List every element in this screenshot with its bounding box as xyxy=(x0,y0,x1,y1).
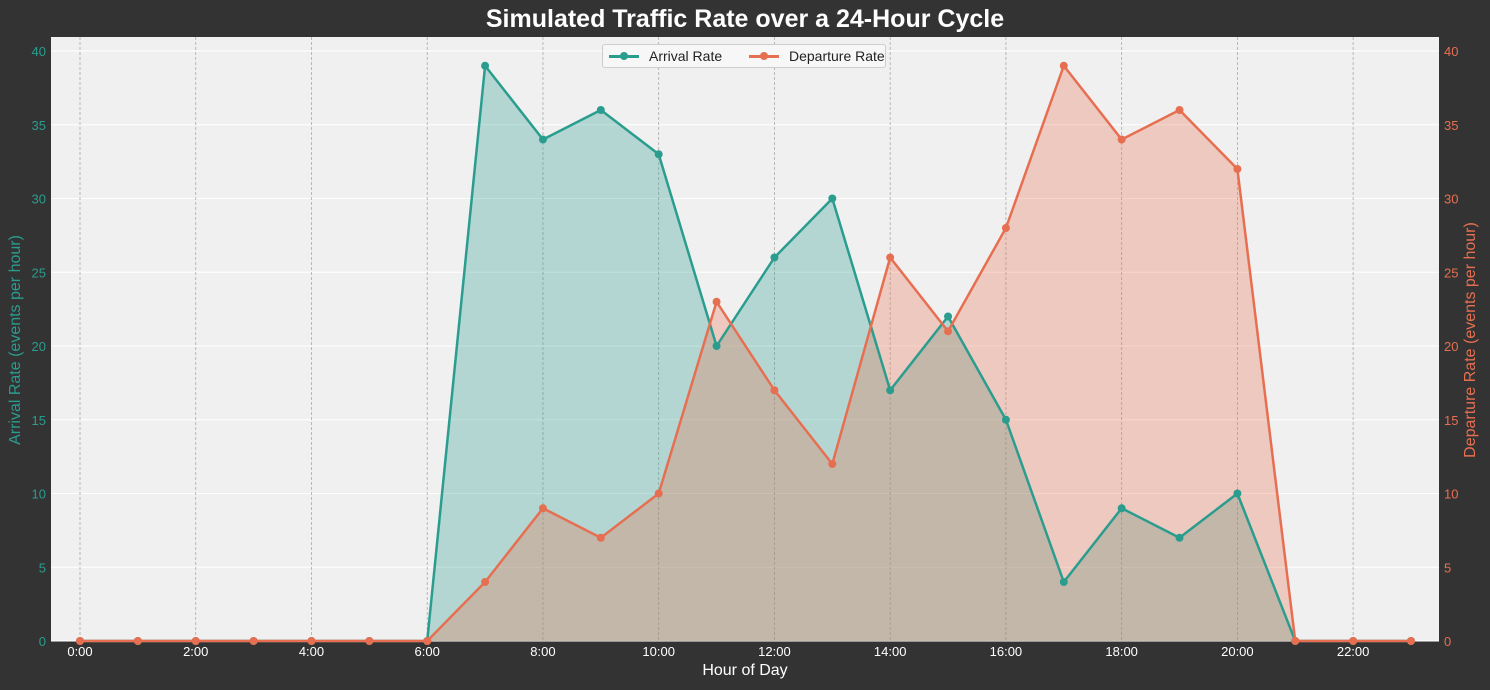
svg-text:35: 35 xyxy=(1444,118,1458,133)
svg-text:25: 25 xyxy=(32,265,46,280)
svg-text:25: 25 xyxy=(1444,265,1458,280)
x-axis-label: Hour of Day xyxy=(702,662,788,679)
svg-text:5: 5 xyxy=(39,560,46,575)
departure-line-marker-icon xyxy=(749,50,779,62)
svg-text:30: 30 xyxy=(32,192,46,207)
svg-text:0: 0 xyxy=(1444,634,1451,649)
legend-label-departure: Departure Rate xyxy=(789,48,885,64)
svg-text:8:00: 8:00 xyxy=(530,644,555,659)
legend-item-departure: Departure Rate xyxy=(749,48,885,64)
chart-title: Simulated Traffic Rate over a 24-Hour Cy… xyxy=(485,5,1005,33)
svg-text:15: 15 xyxy=(1444,413,1458,428)
x-axis-ticks: 0:00 2:00 4:00 6:00 8:00 10:00 12:00 14:00 16:00… xyxy=(67,644,1369,659)
svg-text:10: 10 xyxy=(32,487,46,502)
grid-lines xyxy=(51,37,1439,642)
legend: Arrival Rate Departure Rate xyxy=(602,44,886,68)
area-fills xyxy=(80,65,1411,641)
svg-text:10: 10 xyxy=(1444,487,1458,502)
svg-text:35: 35 xyxy=(32,118,46,133)
svg-text:40: 40 xyxy=(32,44,46,59)
svg-text:20: 20 xyxy=(1444,339,1458,354)
svg-text:20: 20 xyxy=(32,339,46,354)
y-axis-left-label: Arrival Rate (events per hour) xyxy=(7,235,24,445)
svg-text:6:00: 6:00 xyxy=(415,644,440,659)
svg-text:4:00: 4:00 xyxy=(299,644,324,659)
svg-text:15: 15 xyxy=(32,413,46,428)
svg-text:20:00: 20:00 xyxy=(1221,644,1254,659)
svg-text:12:00: 12:00 xyxy=(758,644,791,659)
y-axis-right-ticks: 0 5 10 15 20 25 30 35 40 xyxy=(1444,44,1458,649)
svg-text:14:00: 14:00 xyxy=(874,644,907,659)
series-lines xyxy=(76,61,1415,645)
svg-text:22:00: 22:00 xyxy=(1337,644,1370,659)
svg-text:0:00: 0:00 xyxy=(67,644,92,659)
arrival-line-marker-icon xyxy=(609,50,639,62)
svg-text:10:00: 10:00 xyxy=(642,644,675,659)
legend-item-arrival: Arrival Rate xyxy=(609,48,722,64)
y-axis-right-label: Departure Rate (events per hour) xyxy=(1462,222,1479,458)
svg-text:40: 40 xyxy=(1444,44,1458,59)
svg-text:16:00: 16:00 xyxy=(990,644,1023,659)
svg-text:18:00: 18:00 xyxy=(1105,644,1138,659)
svg-text:2:00: 2:00 xyxy=(183,644,208,659)
legend-label-arrival: Arrival Rate xyxy=(649,48,723,64)
svg-text:30: 30 xyxy=(1444,192,1458,207)
svg-text:5: 5 xyxy=(1444,560,1451,575)
svg-text:0: 0 xyxy=(39,634,46,649)
y-axis-left-ticks: 0 5 10 15 20 25 30 35 40 xyxy=(32,44,46,649)
